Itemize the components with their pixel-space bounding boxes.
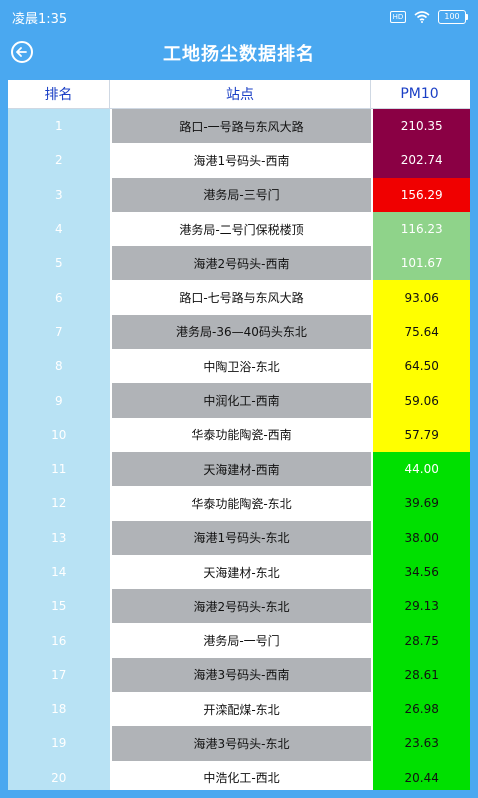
- rank-cell: 13: [8, 520, 110, 555]
- pm10-cell: 57.79: [371, 417, 470, 452]
- rank-cell: 3: [8, 177, 110, 212]
- table-row: 17 海港3号码头-西南 28.61: [8, 657, 470, 693]
- table-row: 11 天海建材-西南 44.00: [8, 451, 470, 487]
- rank-cell: 11: [8, 451, 110, 487]
- station-cell: 路口-一号路与东风大路: [109, 109, 372, 144]
- column-header-station: 站点: [110, 80, 371, 108]
- rank-cell: 8: [8, 349, 110, 384]
- station-cell: 华泰功能陶瓷-西南: [109, 417, 372, 452]
- station-cell: 海港2号码头-西南: [109, 246, 372, 281]
- pm10-cell: 210.35: [371, 109, 470, 144]
- table-row: 12 华泰功能陶瓷-东北 39.69: [8, 486, 470, 521]
- table-row: 6 路口-七号路与东风大路 93.06: [8, 280, 470, 315]
- station-cell: 港务局-二号门保税楼顶: [109, 211, 372, 247]
- rank-cell: 15: [8, 589, 110, 624]
- arrow-left-icon: [16, 47, 27, 57]
- rank-cell: 10: [8, 417, 110, 452]
- pm10-cell: 26.98: [371, 692, 470, 727]
- pm10-cell: 44.00: [371, 451, 470, 487]
- table-row: 5 海港2号码头-西南 101.67: [8, 246, 470, 281]
- pm10-cell: 20.44: [371, 760, 470, 790]
- station-cell: 港务局-一号门: [109, 623, 372, 658]
- top-bar: 工地扬尘数据排名: [0, 34, 478, 72]
- station-cell: 华泰功能陶瓷-东北: [109, 486, 372, 521]
- table-row: 18 开滦配煤-东北 26.98: [8, 692, 470, 727]
- station-cell: 港务局-三号门: [109, 177, 372, 212]
- pm10-cell: 116.23: [371, 211, 470, 247]
- station-cell: 路口-七号路与东风大路: [109, 280, 372, 315]
- table-row: 14 天海建材-东北 34.56: [8, 554, 470, 590]
- back-button[interactable]: [11, 41, 33, 63]
- pm10-cell: 64.50: [371, 349, 470, 384]
- status-time: 凌晨1:35: [12, 11, 68, 27]
- rank-cell: 1: [8, 109, 110, 144]
- status-icons: HD 100: [390, 10, 468, 24]
- pm10-cell: 101.67: [371, 246, 470, 281]
- station-cell: 天海建材-西南: [109, 451, 372, 487]
- rank-cell: 20: [8, 760, 110, 790]
- battery-level: 100: [444, 12, 460, 21]
- rank-cell: 18: [8, 692, 110, 727]
- rank-cell: 6: [8, 280, 110, 315]
- station-cell: 海港3号码头-东北: [109, 726, 372, 761]
- rank-cell: 9: [8, 383, 110, 418]
- station-cell: 海港2号码头-东北: [109, 589, 372, 624]
- table-row: 1 路口-一号路与东风大路 210.35: [8, 109, 470, 144]
- column-header-rank: 排名: [8, 80, 110, 108]
- pm10-cell: 202.74: [371, 143, 470, 178]
- pm10-cell: 28.75: [371, 623, 470, 658]
- station-cell: 中润化工-西南: [109, 383, 372, 418]
- ranking-table: 排名 站点 PM10 1 路口-一号路与东风大路 210.35 2 海港1号码头-西南 2…: [8, 80, 470, 790]
- table-row: 4 港务局-二号门保税楼顶 116.23: [8, 211, 470, 247]
- page-title: 工地扬尘数据排名: [163, 44, 315, 65]
- rank-cell: 16: [8, 623, 110, 658]
- wifi-icon: [414, 11, 430, 23]
- pm10-cell: 34.56: [371, 554, 470, 590]
- rank-cell: 19: [8, 726, 110, 761]
- station-cell: 中浩化工-西北: [109, 760, 372, 790]
- pm10-cell: 38.00: [371, 520, 470, 555]
- rank-cell: 2: [8, 143, 110, 178]
- rank-cell: 17: [8, 657, 110, 693]
- rank-cell: 4: [8, 211, 110, 247]
- rank-cell: 14: [8, 554, 110, 590]
- table-row: 15 海港2号码头-东北 29.13: [8, 589, 470, 624]
- pm10-cell: 29.13: [371, 589, 470, 624]
- table-row: 2 海港1号码头-西南 202.74: [8, 143, 470, 178]
- battery-icon: 100: [438, 10, 468, 24]
- table-row: 19 海港3号码头-东北 23.63: [8, 726, 470, 761]
- table-row: 7 港务局-36—40码头东北 75.64: [8, 314, 470, 350]
- station-cell: 港务局-36—40码头东北: [109, 314, 372, 350]
- table-body: 1 路口-一号路与东风大路 210.35 2 海港1号码头-西南 202.74 3 港务局-三…: [8, 109, 470, 790]
- pm10-cell: 23.63: [371, 726, 470, 761]
- table-row: 3 港务局-三号门 156.29: [8, 177, 470, 212]
- column-header-pm10: PM10: [400, 86, 439, 102]
- pm10-cell: 39.69: [371, 486, 470, 521]
- sim-icon: HD: [390, 11, 406, 23]
- pm10-cell: 75.64: [371, 314, 470, 350]
- rank-cell: 12: [8, 486, 110, 521]
- table-row: 13 海港1号码头-东北 38.00: [8, 520, 470, 555]
- rank-cell: 7: [8, 314, 110, 350]
- pm10-cell: 156.29: [371, 177, 470, 212]
- station-cell: 开滦配煤-东北: [109, 692, 372, 727]
- pm10-cell: 28.61: [371, 657, 470, 693]
- station-cell: 中陶卫浴-东北: [109, 349, 372, 384]
- station-cell: 海港1号码头-东北: [109, 520, 372, 555]
- table-row: 20 中浩化工-西北 20.44: [8, 760, 470, 790]
- station-cell: 海港1号码头-西南: [109, 143, 372, 178]
- status-bar: 凌晨1:35 HD 100: [0, 0, 478, 34]
- table-row: 9 中润化工-西南 59.06: [8, 383, 470, 418]
- table-row: 10 华泰功能陶瓷-西南 57.79: [8, 417, 470, 452]
- pm10-cell: 59.06: [371, 383, 470, 418]
- table-row: 16 港务局-一号门 28.75: [8, 623, 470, 658]
- rank-cell: 5: [8, 246, 110, 281]
- station-cell: 海港3号码头-西南: [109, 657, 372, 693]
- table-row: 8 中陶卫浴-东北 64.50: [8, 349, 470, 384]
- station-cell: 天海建材-东北: [109, 554, 372, 590]
- pm10-cell: 93.06: [371, 280, 470, 315]
- table-header: 排名 站点 PM10: [8, 80, 470, 109]
